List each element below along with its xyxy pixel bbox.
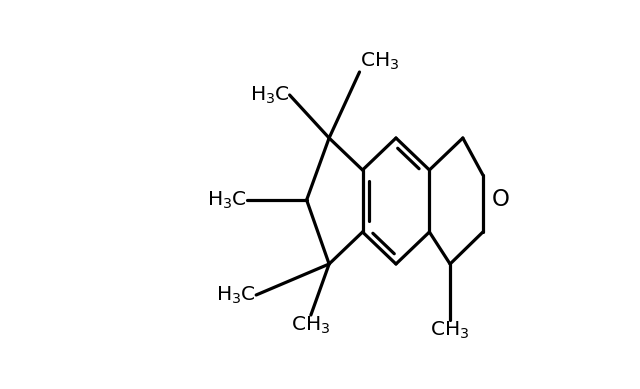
Text: CH$_3$: CH$_3$ <box>431 320 470 341</box>
Text: H$_3$C: H$_3$C <box>250 84 290 106</box>
Text: CH$_3$: CH$_3$ <box>360 51 399 72</box>
Text: CH$_3$: CH$_3$ <box>291 315 330 336</box>
Text: O: O <box>492 189 510 212</box>
Text: H$_3$C: H$_3$C <box>216 284 256 306</box>
Text: H$_3$C: H$_3$C <box>207 189 247 211</box>
